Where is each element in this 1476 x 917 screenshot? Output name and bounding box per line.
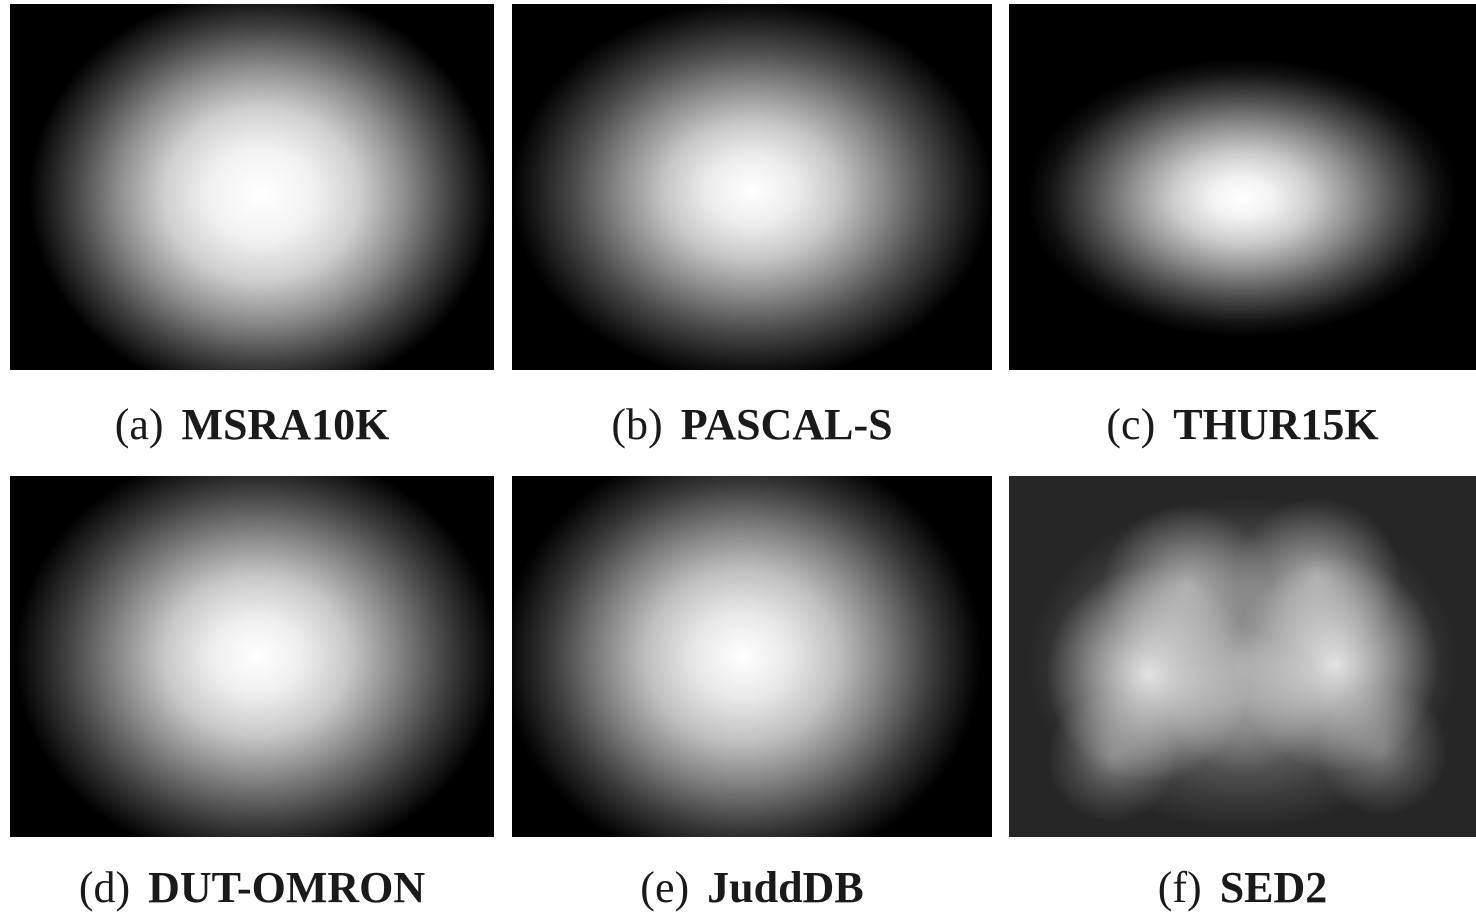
saliency-blob [10,4,494,370]
caption-name: SED2 [1219,862,1328,912]
saliency-blob [512,4,992,370]
caption-name: JuddDB [707,862,864,912]
saliency-map-sed2 [1009,476,1476,837]
caption-a: (a) MSRA10K [10,394,494,454]
caption-name: PASCAL-S [680,399,893,449]
caption-tag: (a) [114,399,164,449]
caption-c: (c) THUR15K [1009,394,1476,454]
saliency-map-dut-omron [10,476,494,837]
saliency-blob [10,476,494,837]
caption-name: DUT-OMRON [148,862,426,912]
caption-tag: (e) [640,862,690,912]
saliency-blob [1009,476,1476,837]
caption-tag: (c) [1106,399,1156,449]
saliency-map-msra10k [10,4,494,370]
caption-tag: (f) [1157,862,1202,912]
saliency-map-thur15k [1009,4,1476,370]
caption-d: (d) DUT-OMRON [10,857,494,917]
caption-tag: (b) [611,399,663,449]
caption-e: (e) JuddDB [512,857,992,917]
saliency-map-judddb [512,476,992,837]
saliency-blob [1009,4,1476,370]
caption-name: THUR15K [1173,399,1379,449]
caption-b: (b) PASCAL-S [512,394,992,454]
caption-tag: (d) [78,862,131,912]
saliency-blob [512,476,992,837]
caption-f: (f) SED2 [1009,857,1476,917]
caption-name: MSRA10K [181,399,390,449]
saliency-map-pascal-s [512,4,992,370]
